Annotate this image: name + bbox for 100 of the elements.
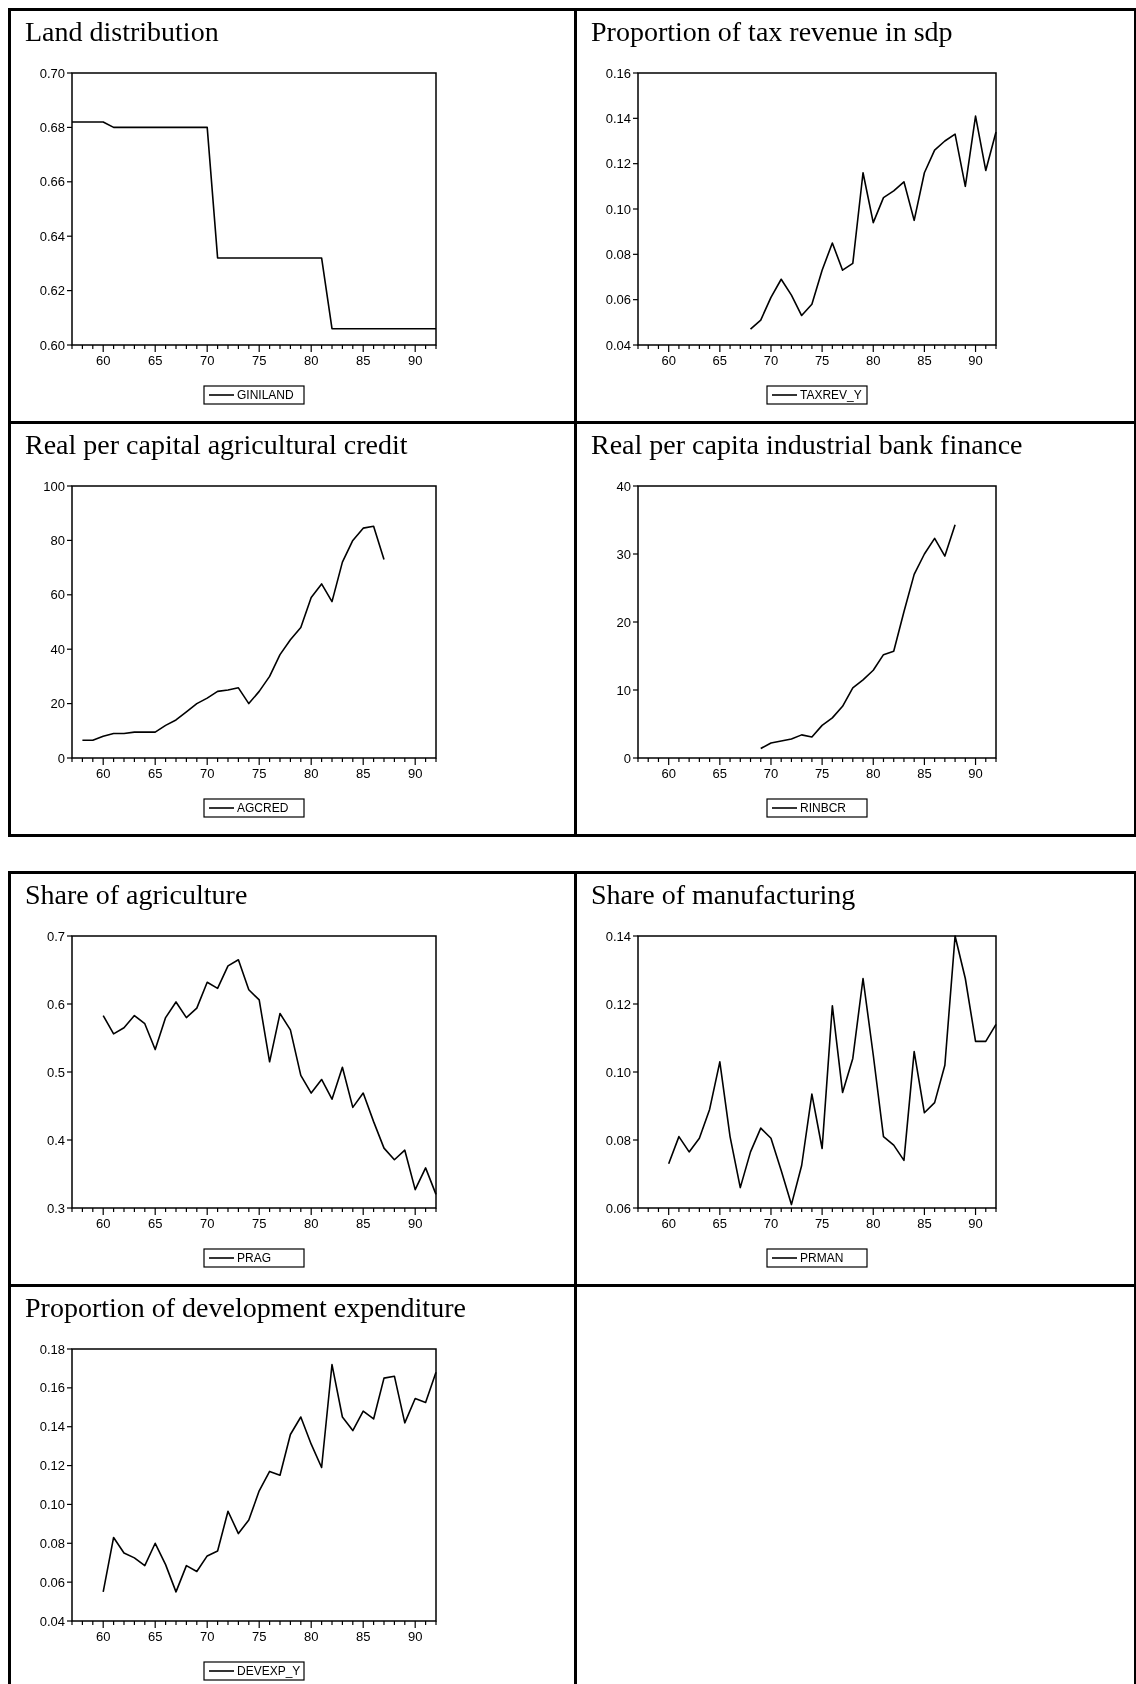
- x-tick-label: 70: [763, 353, 779, 368]
- chart-title: Share of agriculture: [25, 879, 248, 910]
- x-tick-label: 80: [866, 766, 881, 781]
- x-tick-label: 65: [712, 766, 728, 781]
- y-tick-label: 0.10: [605, 1064, 631, 1080]
- y-tick-label: 0.62: [39, 283, 65, 299]
- x-tick-label: 85: [917, 1216, 932, 1231]
- y-tick-label: 80: [50, 532, 65, 548]
- x-tick-label: 85: [355, 353, 371, 368]
- y-tick-label: 0.6: [46, 996, 65, 1012]
- y-tick-label: 0.60: [39, 337, 65, 353]
- x-tick-label: 65: [147, 1629, 163, 1644]
- y-tick-label: 20: [50, 696, 65, 712]
- y-tick-label: 0.68: [39, 119, 65, 135]
- y-tick-label: 20: [616, 614, 631, 630]
- y-tick-label: 0.08: [605, 246, 631, 262]
- x-tick-label: 75: [251, 1216, 267, 1231]
- y-tick-label: 30: [616, 546, 631, 562]
- y-tick-label: 0.12: [605, 996, 631, 1012]
- y-tick-label: 0.04: [605, 337, 631, 353]
- y-tick-label: 0.66: [39, 174, 65, 190]
- x-tick-label: 60: [95, 353, 111, 368]
- x-tick-label: 85: [917, 353, 932, 368]
- y-tick-label: 0.7: [46, 928, 65, 944]
- x-tick-label: 65: [712, 353, 728, 368]
- x-tick-label: 80: [303, 1216, 319, 1231]
- x-tick-label: 60: [95, 1216, 111, 1231]
- y-tick-label: 0.06: [39, 1574, 65, 1590]
- y-tick-label: 0.06: [605, 1200, 631, 1216]
- x-tick-label: 70: [763, 1216, 779, 1231]
- y-tick-label: 0.4: [46, 1132, 65, 1148]
- y-tick-label: 0.16: [39, 1380, 65, 1396]
- x-tick-label: 90: [407, 1629, 423, 1644]
- y-tick-label: 0.14: [605, 928, 631, 944]
- legend-label: RINBCR: [800, 801, 847, 816]
- x-tick-label: 70: [199, 1629, 215, 1644]
- y-tick-label: 0.14: [39, 1419, 65, 1435]
- x-tick-label: 90: [407, 353, 423, 368]
- y-tick-label: 40: [616, 478, 631, 494]
- legend-label: GINILAND: [237, 388, 295, 403]
- y-tick-label: 0.16: [605, 65, 631, 81]
- y-tick-label: 0: [623, 750, 631, 766]
- y-tick-label: 0.12: [39, 1458, 65, 1474]
- x-tick-label: 60: [661, 766, 676, 781]
- chart-title: Real per capital agricultural credit: [25, 429, 408, 460]
- y-tick-label: 0.08: [39, 1535, 65, 1551]
- x-tick-label: 60: [661, 1216, 676, 1231]
- x-tick-label: 90: [407, 766, 423, 781]
- x-tick-label: 75: [814, 766, 830, 781]
- y-tick-label: 0: [57, 750, 65, 766]
- y-tick-label: 0.70: [39, 65, 65, 81]
- x-tick-label: 60: [95, 766, 111, 781]
- legend-label: PRAG: [237, 1251, 272, 1266]
- x-tick-label: 80: [303, 1629, 319, 1644]
- x-tick-label: 80: [866, 1216, 881, 1231]
- chart-title: Proportion of development expenditure: [25, 1292, 466, 1323]
- x-tick-label: 75: [814, 353, 830, 368]
- x-tick-label: 70: [763, 766, 779, 781]
- legend-label: TAXREV_Y: [800, 388, 862, 403]
- x-tick-label: 65: [147, 766, 163, 781]
- y-tick-label: 40: [50, 641, 65, 657]
- x-tick-label: 70: [199, 353, 215, 368]
- legend-label: AGCRED: [237, 801, 289, 816]
- y-tick-label: 0.04: [39, 1613, 65, 1629]
- x-tick-label: 80: [303, 766, 319, 781]
- x-tick-label: 80: [866, 353, 881, 368]
- x-tick-label: 70: [199, 1216, 215, 1231]
- x-tick-label: 65: [712, 1216, 728, 1231]
- x-tick-label: 90: [968, 766, 983, 781]
- legend-label: DEVEXP_Y: [237, 1664, 301, 1679]
- x-tick-label: 85: [355, 1216, 371, 1231]
- y-tick-label: 0.18: [39, 1341, 65, 1357]
- y-tick-label: 0.14: [605, 110, 631, 126]
- y-tick-label: 100: [43, 478, 65, 494]
- chart-title: Share of manufacturing: [591, 879, 856, 910]
- y-tick-label: 0.08: [605, 1132, 631, 1148]
- x-tick-label: 70: [199, 766, 215, 781]
- legend-label: PRMAN: [800, 1251, 844, 1266]
- x-tick-label: 80: [303, 353, 319, 368]
- y-tick-label: 0.5: [46, 1064, 65, 1080]
- x-tick-label: 85: [355, 1629, 371, 1644]
- x-tick-label: 65: [147, 353, 163, 368]
- x-tick-label: 75: [251, 766, 267, 781]
- line-series: [759, 523, 956, 750]
- y-tick-label: 0.06: [605, 292, 631, 308]
- line-series: [81, 525, 385, 742]
- y-tick-label: 10: [616, 682, 631, 698]
- y-tick-label: 0.10: [605, 201, 631, 217]
- chart-title: Real per capita industrial bank finance: [591, 429, 1023, 460]
- chart-title: Proportion of tax revenue in sdp: [591, 16, 953, 47]
- y-tick-label: 60: [50, 587, 65, 603]
- x-tick-label: 75: [251, 1629, 267, 1644]
- x-tick-label: 60: [95, 1629, 111, 1644]
- y-tick-label: 0.3: [46, 1200, 65, 1216]
- x-tick-label: 90: [407, 1216, 423, 1231]
- x-tick-label: 90: [968, 1216, 983, 1231]
- y-tick-label: 0.64: [39, 228, 65, 244]
- y-tick-label: 0.10: [39, 1496, 65, 1512]
- chart-title: Land distribution: [25, 16, 219, 47]
- x-tick-label: 85: [355, 766, 371, 781]
